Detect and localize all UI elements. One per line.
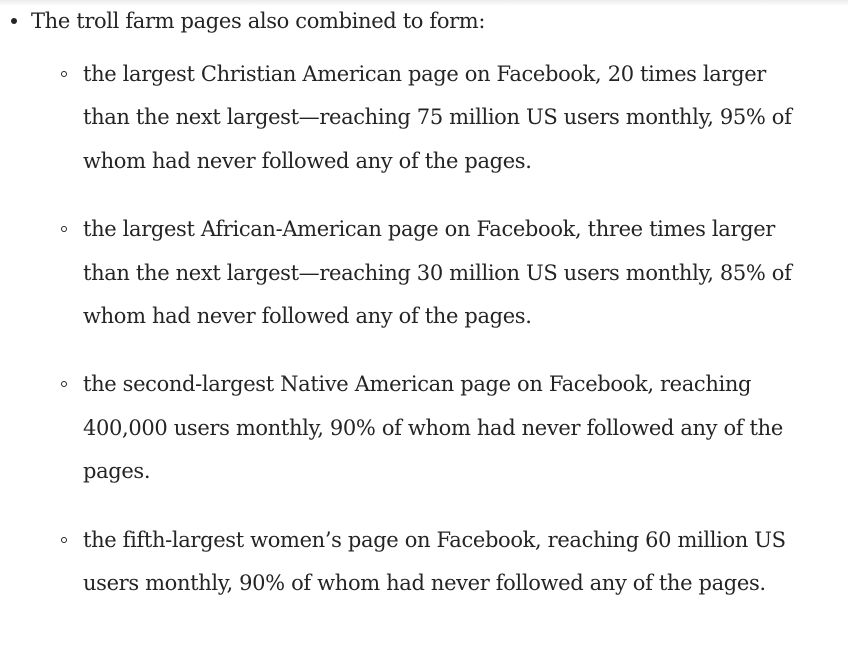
list-item-african-american-page: the largest African-American page on Fac… [31,208,817,338]
top-edge-shadow [0,0,848,6]
list-item-troll-farm-summary: The troll farm pages also combined to fo… [11,9,848,605]
article-bullet-list: The troll farm pages also combined to fo… [11,9,848,605]
list-item-christian-american-page: the largest Christian American page on F… [31,53,817,183]
list-item-text: the fifth-largest women’s page on Facebo… [83,527,786,596]
hollow-bullet-icon [61,381,67,388]
list-item-womens-page: the fifth-largest women’s page on Facebo… [31,519,817,606]
nested-bullet-list: the largest Christian American page on F… [31,53,848,605]
list-intro-text: The troll farm pages also combined to fo… [31,9,486,33]
list-item-native-american-page: the second-largest Native American page … [31,363,817,493]
list-item-text: the second-largest Native American page … [83,372,783,484]
hollow-bullet-icon [61,536,67,543]
hollow-bullet-icon [61,226,67,233]
hollow-bullet-icon [61,71,67,77]
list-item-text: the largest Christian American page on F… [83,62,792,173]
filled-bullet-icon [11,18,17,24]
list-item-text: the largest African-American page on Fac… [83,217,792,329]
